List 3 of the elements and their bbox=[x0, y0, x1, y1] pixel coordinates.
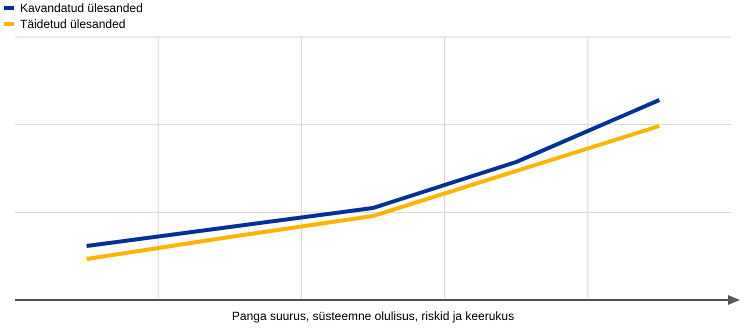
legend-label: Täidetud ülesanded bbox=[20, 16, 126, 32]
x-axis-title: Panga suurus, süsteemne olulisus, riskid ja keerukus bbox=[232, 309, 514, 323]
legend-label: Kavandatud ülesanded bbox=[20, 0, 143, 16]
